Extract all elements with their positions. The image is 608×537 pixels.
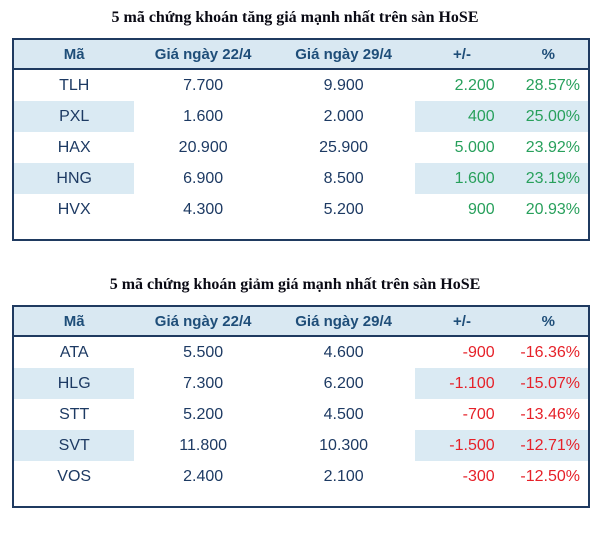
column-header-price22: Giá ngày 22/4 — [134, 306, 272, 337]
gainers-table: Mã Giá ngày 22/4 Giá ngày 29/4 +/- % TLH… — [12, 38, 590, 241]
column-header-change: +/- — [415, 306, 509, 337]
percent-change: -12.50% — [520, 467, 580, 485]
column-header-price29: Giá ngày 29/4 — [271, 306, 416, 337]
table-row: SVT 11.800 10.300 -1.500 -12.71% — [13, 430, 589, 461]
price-22-4: 1.600 — [183, 107, 224, 125]
stock-code: HLG — [13, 368, 135, 399]
price-29-4: 5.200 — [323, 200, 364, 218]
table-filler-row — [13, 492, 589, 507]
losers-table: Mã Giá ngày 22/4 Giá ngày 29/4 +/- % ATA… — [12, 305, 590, 508]
table-row: ATA 5.500 4.600 -900 -16.36% — [13, 336, 589, 368]
table-row: HNG 6.900 8.500 1.600 23.19% — [13, 163, 589, 194]
percent-change: 23.92% — [525, 138, 580, 156]
table-row: HAX 20.900 25.900 5.000 23.92% — [13, 132, 589, 163]
price-22-4: 7.700 — [183, 76, 224, 94]
column-header-percent: % — [508, 306, 589, 337]
change-value: -900 — [462, 343, 495, 361]
stock-code: ATA — [59, 343, 89, 361]
change-value: 5.000 — [454, 138, 495, 156]
price-29-4: 2.000 — [323, 107, 364, 125]
column-header-percent: % — [508, 39, 589, 70]
table-row: HLG 7.300 6.200 -1.100 -15.07% — [13, 368, 589, 399]
stock-code: HAX — [57, 138, 91, 156]
table-filler-row — [13, 225, 589, 240]
stock-code: PXL — [13, 101, 135, 132]
table-row: PXL 1.600 2.000 400 25.00% — [13, 101, 589, 132]
table-row: TLH 7.700 9.900 2.200 28.57% — [13, 69, 589, 101]
table-row: VOS 2.400 2.100 -300 -12.50% — [13, 461, 589, 492]
stock-code: HVX — [57, 200, 91, 218]
table-row: HVX 4.300 5.200 900 20.93% — [13, 194, 589, 225]
stock-code: STT — [59, 405, 90, 423]
percent-change: -16.36% — [520, 343, 580, 361]
column-header-change: +/- — [415, 39, 509, 70]
price-29-4: 9.900 — [323, 76, 364, 94]
table-header-row: Mã Giá ngày 22/4 Giá ngày 29/4 +/- % — [13, 306, 589, 337]
column-header-code: Mã — [13, 39, 135, 70]
change-value: 2.200 — [454, 76, 495, 94]
stock-code: SVT — [13, 430, 135, 461]
percent-change: 28.57% — [525, 76, 580, 94]
column-header-price29: Giá ngày 29/4 — [271, 39, 416, 70]
stock-code: TLH — [59, 76, 90, 94]
price-22-4: 6.900 — [183, 169, 224, 187]
percent-change: 23.19% — [508, 163, 589, 194]
change-value: -700 — [462, 405, 495, 423]
percent-change: -12.71% — [508, 430, 589, 461]
price-29-4: 6.200 — [323, 374, 364, 392]
table-header-row: Mã Giá ngày 22/4 Giá ngày 29/4 +/- % — [13, 39, 589, 70]
stock-code: VOS — [57, 467, 92, 485]
stock-code: HNG — [13, 163, 135, 194]
price-22-4: 5.200 — [183, 405, 224, 423]
price-22-4: 2.400 — [183, 467, 224, 485]
change-value: 1.600 — [415, 163, 509, 194]
price-29-4: 8.500 — [323, 169, 364, 187]
price-22-4: 7.300 — [183, 374, 224, 392]
percent-change: 20.93% — [525, 200, 580, 218]
change-value: 900 — [467, 200, 495, 218]
percent-change: -13.46% — [520, 405, 580, 423]
change-value: -300 — [462, 467, 495, 485]
price-22-4: 5.500 — [183, 343, 224, 361]
price-22-4: 20.900 — [178, 138, 228, 156]
percent-change: 25.00% — [508, 101, 589, 132]
table-row: STT 5.200 4.500 -700 -13.46% — [13, 399, 589, 430]
price-22-4: 11.800 — [179, 436, 228, 454]
price-29-4: 4.600 — [323, 343, 364, 361]
price-29-4: 25.900 — [319, 138, 369, 156]
price-29-4: 2.100 — [323, 467, 364, 485]
percent-change: -15.07% — [508, 368, 589, 399]
losers-table-title: 5 mã chứng khoán giảm giá mạnh nhất trên… — [109, 276, 481, 293]
price-29-4: 10.300 — [319, 436, 369, 454]
price-22-4: 4.300 — [183, 200, 224, 218]
change-value: -1.500 — [415, 430, 509, 461]
gainers-table-title: 5 mã chứng khoán tăng giá mạnh nhất trên… — [111, 9, 479, 26]
column-header-code: Mã — [13, 306, 135, 337]
change-value: -1.100 — [415, 368, 509, 399]
change-value: 400 — [415, 101, 509, 132]
column-header-price22: Giá ngày 22/4 — [134, 39, 272, 70]
price-29-4: 4.500 — [323, 405, 364, 423]
